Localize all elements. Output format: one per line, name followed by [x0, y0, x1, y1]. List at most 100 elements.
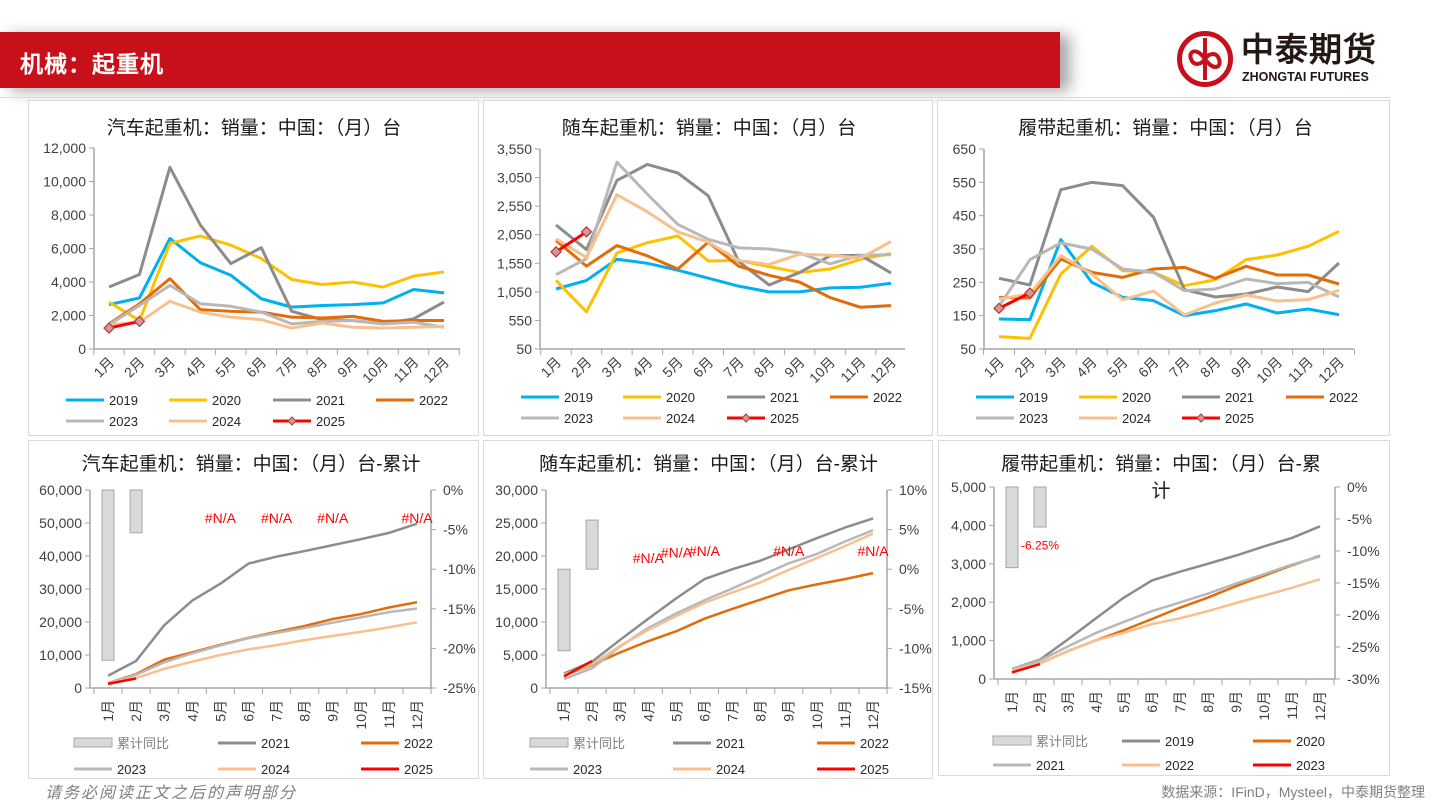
x-tick-label: 2月: [1011, 354, 1038, 381]
y-tick-label: 6,000: [51, 241, 86, 257]
x-tick-label: 2月: [121, 354, 148, 381]
series-line-2020: [998, 229, 1340, 340]
series-line-2025: [555, 230, 588, 254]
legend-item: 2023: [976, 411, 1048, 426]
na-data-label: #N/A: [773, 543, 805, 559]
legend-item: 2020: [1079, 390, 1151, 405]
x-tick-label: 6月: [1144, 691, 1160, 713]
series-line-2025: [998, 291, 1031, 310]
series-line-2022: [555, 239, 892, 309]
legend-item: 2025: [727, 411, 799, 426]
footer-data-source: 数据来源：IFinD，Mysteel，中泰期货整理: [1161, 784, 1425, 800]
x-tick-label: 12月: [865, 700, 881, 730]
na-data-label: #N/A: [857, 543, 889, 559]
footer-disclaimer: 请务必阅读正文之后的声明部分: [45, 785, 298, 802]
x-tick-label: 11月: [1284, 691, 1300, 720]
y2-tick-label: -10%: [1347, 543, 1380, 559]
legend-label: 2023: [1296, 758, 1325, 773]
x-tick-label: 1月: [556, 700, 572, 722]
legend-item: 2024: [218, 762, 290, 777]
legend-marker: [1196, 413, 1206, 423]
y-tick-label: 3,050: [497, 170, 532, 186]
x-tick-label: 9月: [1228, 354, 1255, 381]
chart-canvas: 0 1,000 2,000 3,000 4,000 5,000 1月 2月 3月 4月 5月 6月 7月…: [951, 479, 1380, 773]
series-line-2024: [108, 299, 445, 330]
series-line-2021: [998, 180, 1341, 299]
y-tick-label: 0: [74, 680, 82, 696]
x-tick-label: 5月: [668, 700, 684, 722]
y2-tick-label: 10%: [899, 482, 927, 498]
chart-canvas: 0 5,000 10,000 15,000 20,000 25,000 30,000 1月 2月…: [495, 482, 932, 777]
legend-item: 2019: [521, 390, 593, 405]
x-tick-label: 10月: [809, 700, 825, 730]
y2-tick-label: -15%: [443, 601, 476, 617]
legend-label: 累计同比: [1036, 734, 1088, 749]
legend-label: 2021: [1225, 390, 1254, 405]
x-tick-label: 2月: [128, 700, 144, 722]
legend-label: 2019: [1019, 390, 1048, 405]
y-tick-label: 5,000: [951, 479, 986, 495]
legend-marker: [741, 413, 751, 423]
na-data-label: #N/A: [661, 545, 693, 561]
series-line-2022: [108, 277, 444, 326]
x-tick-label: 6月: [1135, 354, 1162, 381]
legend-item: 2019: [1122, 734, 1194, 749]
x-tick-label: 9月: [1228, 691, 1244, 713]
bar-cumulative-yoy: [1005, 486, 1019, 569]
logo-name-en: ZHONGTAI FUTURES: [1242, 70, 1369, 84]
legend-label: 2020: [666, 390, 695, 405]
y-tick-label: 2,000: [51, 308, 86, 324]
legend-item: 2023: [521, 411, 593, 426]
y-tick-label: 4,000: [51, 274, 86, 290]
legend-item: 2023: [1253, 758, 1325, 773]
x-tick-label: 4月: [629, 354, 656, 381]
legend-item: 2021: [218, 736, 290, 751]
legend-item: 2024: [169, 414, 241, 429]
x-tick-label: 6月: [243, 354, 270, 381]
x-tick-label: 4月: [1073, 354, 1100, 381]
x-tick-label: 11月: [837, 354, 868, 385]
x-tick-label: 9月: [334, 354, 361, 381]
x-tick-label: 5月: [1104, 354, 1131, 381]
series-line-2019: [1011, 525, 1321, 671]
y-tick-label: 150: [953, 308, 977, 324]
x-tick-label: 11月: [390, 354, 421, 385]
series-line-2023: [555, 160, 892, 277]
legend-item: 累计同比: [529, 736, 625, 751]
y-tick-label: 30,000: [495, 482, 538, 498]
y2-tick-label: -25%: [1347, 639, 1380, 655]
x-tick-label: 4月: [1088, 691, 1104, 713]
legend-label: 2019: [109, 393, 138, 408]
legend-item: 2024: [623, 411, 695, 426]
x-tick-label: 7月: [269, 700, 285, 722]
y2-tick-label: -5%: [899, 601, 924, 617]
y-tick-label: 5,000: [503, 647, 538, 663]
chart-canvas: 0 10,000 20,000 30,000 40,000 50,000 60,000 1月 2…: [39, 482, 476, 777]
y2-tick-label: -10%: [443, 561, 476, 577]
legend-marker: [287, 416, 297, 426]
legend-label: 2022: [419, 393, 448, 408]
chart-title: 随车起重机：销量：中国：（月）台-累计: [539, 454, 878, 475]
x-tick-label: 7月: [720, 354, 747, 381]
legend-label: 2025: [770, 411, 799, 426]
data-point-marker: [550, 246, 562, 258]
data-point-marker: [103, 322, 115, 334]
x-tick-label: 1月: [1004, 691, 1020, 713]
y2-tick-label: 0%: [1347, 479, 1367, 495]
y-tick-label: 50,000: [39, 515, 82, 531]
legend-item: 2025: [817, 762, 889, 777]
x-tick-label: 11月: [381, 700, 397, 729]
y2-tick-label: -10%: [899, 640, 932, 656]
y2-tick-label: -30%: [1347, 671, 1380, 687]
y-tick-label: 2,550: [497, 198, 532, 214]
legend-label: 2024: [212, 414, 241, 429]
y2-tick-label: -15%: [1347, 575, 1380, 591]
series-line-2021: [563, 517, 874, 675]
series-line-2021: [107, 522, 418, 677]
legend-swatch: [992, 735, 1032, 746]
series-line-2024: [107, 621, 418, 685]
x-tick-label: 9月: [781, 354, 808, 381]
x-tick-label: 10月: [359, 354, 391, 386]
legend-label: 2023: [109, 414, 138, 429]
legend-item: 2019: [66, 393, 138, 408]
